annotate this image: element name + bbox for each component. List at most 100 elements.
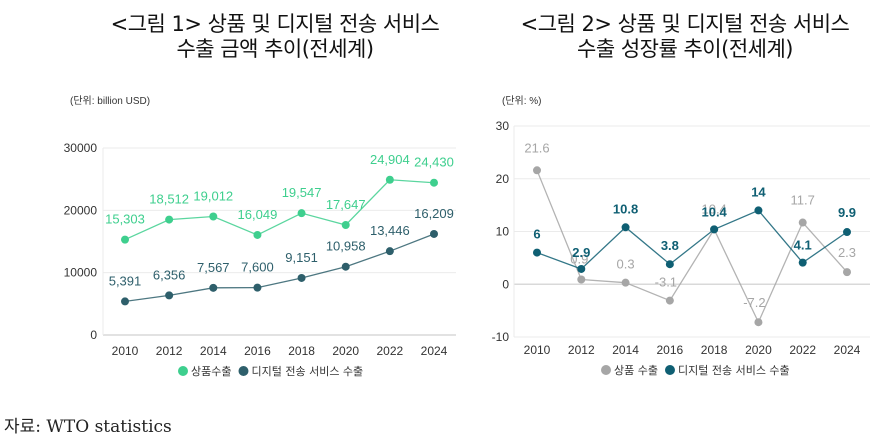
chart2-xtick-label: 2022	[789, 343, 816, 357]
chart1-series1-data-label: 24,430	[414, 155, 454, 170]
chart2-legend-label: 디지털 전송 서비스 수출	[678, 364, 790, 377]
chart1-title-line2: 수출 금액 추이(전세계)	[176, 37, 374, 61]
chart1-title: <그림 1> 상품 및 디지털 전송 서비스 수출 금액 추이(전세계)	[90, 12, 460, 62]
chart1-series1-data-label: 16,049	[238, 207, 278, 222]
chart2-legend-marker	[601, 365, 611, 375]
chart1-series1-point	[209, 212, 218, 221]
chart1-series1-data-label: 17,647	[326, 197, 366, 212]
chart1-series1-data-label: 19,012	[193, 188, 233, 203]
chart2-xtick-label: 2020	[745, 343, 772, 357]
chart2-xtick-label: 2016	[657, 343, 684, 357]
chart2-series1-point	[621, 278, 630, 287]
chart2-xtick-label: 2014	[612, 343, 639, 357]
chart1-series1-data-label: 15,303	[105, 212, 145, 227]
chart2-series1-point	[533, 166, 541, 175]
chart1-legend-marker	[178, 366, 188, 376]
chart1-series2-data-label: 13,446	[370, 223, 410, 238]
chart2-series2-point	[843, 228, 851, 237]
chart1-series2-point	[165, 291, 174, 300]
chart1-series2-data-label: 9,151	[285, 250, 318, 265]
chart2-title-line1: <그림 2> 상품 및 디지털 전송 서비스	[520, 12, 850, 36]
chart2-series2-point	[621, 223, 630, 232]
chart2-series1-data-label: 21.6	[524, 140, 549, 155]
chart1-xtick-label: 2018	[288, 344, 315, 358]
chart1-ytick-label: 20000	[64, 203, 98, 217]
chart2-series1-point	[665, 296, 674, 305]
chart1-series-line-1	[124, 179, 435, 241]
chart2-series1-point	[798, 218, 807, 227]
chart2-series2-data-label: 6	[533, 227, 540, 242]
chart2-series2-point	[754, 206, 763, 215]
chart1-series2-point	[385, 247, 394, 256]
chart2-series1-data-label: 0.3	[617, 257, 635, 272]
chart2-series2-data-label: 2.9	[572, 245, 590, 260]
chart2-series2-data-label: 3.8	[661, 238, 679, 253]
chart2-series2-data-label: 4.1	[794, 238, 812, 253]
chart2-ytick-label: 0	[502, 277, 509, 291]
chart1-series1-data-label: 24,904	[370, 152, 410, 167]
chart2-legend-label: 상품 수출	[614, 364, 658, 377]
chart2-series2-point	[665, 260, 674, 269]
chart2-series1-data-label: 10.4	[701, 201, 726, 216]
chart2-xtick-label: 2012	[568, 343, 595, 357]
chart2-series1-data-label: 2.3	[838, 245, 856, 260]
chart1-legend-marker	[238, 366, 249, 376]
chart2-series1-point	[754, 318, 763, 327]
chart1-xtick-label: 2022	[377, 344, 404, 358]
chart2-series2-point	[710, 225, 719, 234]
chart2-title: <그림 2> 상품 및 디지털 전송 서비스 수출 성장률 추이(전세계)	[500, 12, 870, 62]
chart1-legend-label: 상품수출	[191, 365, 231, 378]
chart1-series2-data-label: 7,600	[241, 260, 274, 275]
chart1-xtick-label: 2010	[112, 344, 139, 358]
chart1-series2-data-label: 16,209	[414, 206, 454, 221]
chart1-ytick-label: 0	[90, 328, 97, 342]
chart2-unit-label: (단위: %)	[502, 96, 542, 107]
chart2-series1-point	[577, 275, 586, 284]
chart1-xtick-label: 2014	[200, 344, 227, 358]
chart1-xtick-label: 2024	[421, 344, 448, 358]
chart2-xtick-label: 2024	[834, 343, 861, 357]
chart1-series2-point	[209, 283, 218, 292]
chart2-series2-point	[533, 248, 541, 257]
chart2-series1-data-label: 11.7	[791, 193, 815, 208]
chart2-title-line2: 수출 성장률 추이(전세계)	[577, 37, 793, 61]
chart2-series2-point	[577, 264, 586, 273]
chart2-series2-point	[798, 258, 807, 267]
chart1-legend-label: 디지털 전송 서비스 수출	[251, 365, 363, 378]
chart1-series1-point	[121, 235, 129, 244]
chart1-series1-point	[253, 230, 262, 239]
chart1-series2-point	[297, 273, 306, 282]
chart1-series2-data-label: 10,958	[326, 239, 366, 254]
chart1-series1-point	[385, 175, 394, 184]
chart2-series2-data-label: 10.4	[701, 204, 727, 219]
chart1-xtick-label: 2016	[244, 344, 271, 358]
chart2-series1-data-label: -3.1	[655, 275, 677, 290]
chart2-series1-point	[843, 268, 851, 277]
chart1-ytick-label: 10000	[64, 266, 98, 280]
chart2-ytick-label: 30	[496, 119, 510, 133]
chart1-title-line1: <그림 1> 상품 및 디지털 전송 서비스	[110, 12, 440, 36]
chart1-series2-data-label: 6,356	[153, 267, 186, 282]
chart1-series2-data-label: 5,391	[109, 273, 142, 288]
chart1-xtick-label: 2012	[156, 344, 183, 358]
chart1-series1-data-label: 19,547	[282, 185, 322, 200]
chart1-series2-data-label: 7,567	[197, 260, 230, 275]
chart1-series1-point	[430, 178, 438, 187]
source-note: 자료: WTO statistics	[4, 417, 172, 437]
chart1-ytick-label: 30000	[64, 141, 98, 155]
chart1-series2-point	[121, 297, 129, 306]
chart1-series1-point	[341, 221, 350, 230]
chart2-ytick-label: 10	[496, 225, 510, 239]
chart1-series1-point	[165, 215, 174, 224]
chart2-xtick-label: 2010	[524, 343, 551, 357]
chart2-series-line-2	[536, 209, 848, 270]
chart2-ytick-label: -10	[492, 330, 510, 344]
chart1-series2-point	[430, 229, 438, 238]
chart2-series2-data-label: 9.9	[838, 205, 856, 220]
chart2-series2-data-label: 10.8	[613, 201, 638, 216]
chart1-series2-point	[341, 262, 350, 271]
chart2-series2-data-label: 14	[751, 184, 766, 199]
chart1-series1-point	[297, 209, 306, 218]
chart2-legend-marker	[664, 365, 675, 375]
